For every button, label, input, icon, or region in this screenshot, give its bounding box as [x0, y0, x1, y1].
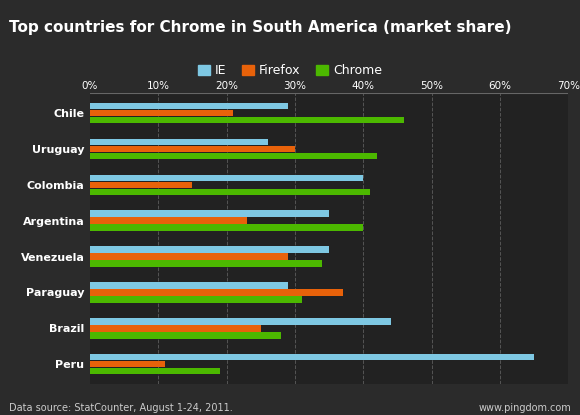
Bar — [90, 247, 329, 253]
Bar — [90, 282, 288, 289]
Bar — [90, 318, 391, 325]
Bar — [90, 103, 288, 109]
Bar — [90, 296, 302, 303]
Text: www.pingdom.com: www.pingdom.com — [478, 403, 571, 413]
Bar — [90, 188, 370, 195]
Bar — [90, 253, 288, 260]
Bar — [90, 332, 281, 339]
Bar — [90, 354, 534, 360]
Bar — [90, 210, 329, 217]
Bar — [90, 153, 377, 159]
Bar — [90, 361, 165, 367]
Bar — [90, 325, 261, 332]
Bar — [90, 139, 267, 145]
Legend: IE, Firefox, Chrome: IE, Firefox, Chrome — [193, 59, 387, 82]
Text: Data source: StatCounter, August 1-24, 2011.: Data source: StatCounter, August 1-24, 2… — [9, 403, 233, 413]
Bar — [90, 110, 233, 116]
Bar — [90, 182, 193, 188]
Bar — [90, 146, 295, 152]
Bar — [90, 260, 322, 267]
Bar — [90, 225, 363, 231]
Bar — [90, 217, 247, 224]
Bar — [90, 175, 363, 181]
Bar — [90, 289, 343, 295]
Bar — [90, 117, 404, 123]
Text: Top countries for Chrome in South America (market share): Top countries for Chrome in South Americ… — [9, 20, 511, 35]
Bar — [90, 368, 220, 374]
